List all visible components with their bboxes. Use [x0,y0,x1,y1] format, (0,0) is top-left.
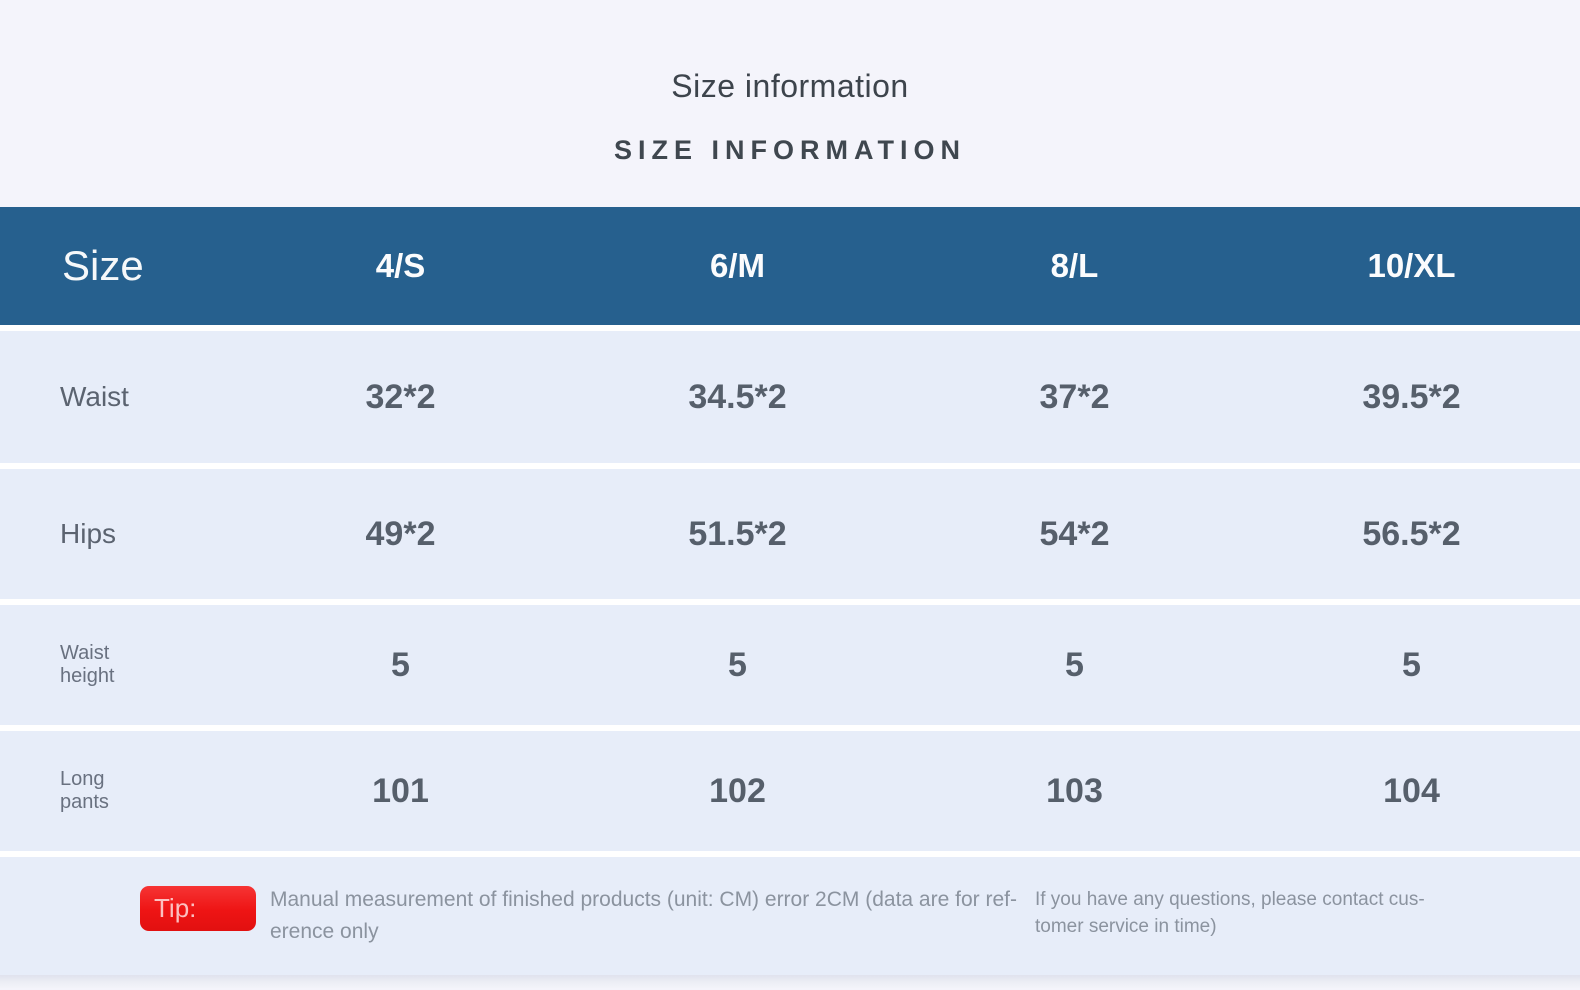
cell-long-pants-4s: 101 [372,771,429,810]
column-header-6m: 6/M [709,247,765,284]
title-block: Size information SIZE INFORMATION [0,0,1580,207]
cell-hips-4s: 49*2 [365,514,436,553]
row-label-hips: Hips [60,518,117,549]
cell-hips-6m: 51.5*2 [688,514,787,553]
row-label-long-pants: Long pants [60,768,109,813]
cell-waist-height-8l: 5 [1065,645,1084,684]
table-row-hips: Hips 49*2 51.5*2 54*2 56.5*2 [0,469,1580,599]
table-header-row: Size 4/S 6/M 8/L 10/XL [0,207,1580,325]
cell-hips-10xl: 56.5*2 [1362,514,1461,553]
page-subtitle: SIZE INFORMATION [614,135,966,165]
cell-waist-4s: 32*2 [365,377,436,416]
tip-note: If you have any questions, please contac… [1034,889,1425,937]
column-header-size: Size [62,242,144,289]
page-title: Size information [671,68,909,104]
size-table: Size 4/S 6/M 8/L 10/XL Waist 32*2 34.5*2… [0,207,1580,975]
tip-row: Tip: Manual measurement of finished prod… [0,857,1580,975]
table-row-waist-height: Waist height 5 5 5 5 [0,605,1580,725]
cell-waist-10xl: 39.5*2 [1362,377,1461,416]
tip-text: Manual measurement of finished products … [270,888,1017,943]
column-header-4s: 4/S [375,247,426,284]
column-header-8l: 8/L [1050,247,1099,284]
cell-waist-height-6m: 5 [728,645,747,684]
cell-waist-6m: 34.5*2 [688,377,787,416]
cell-hips-8l: 54*2 [1039,514,1110,553]
cell-waist-height-4s: 5 [391,645,410,684]
row-label-waist: Waist [60,381,129,412]
bottom-divider [0,975,1580,988]
tip-badge: Tip: [140,886,256,931]
cell-long-pants-10xl: 104 [1383,771,1440,810]
row-label-waist-height: Waist height [60,642,115,687]
column-header-10xl: 10/XL [1367,247,1456,284]
cell-waist-height-10xl: 5 [1402,645,1421,684]
cell-waist-8l: 37*2 [1039,377,1110,416]
table-row-waist: Waist 32*2 34.5*2 37*2 39.5*2 [0,331,1580,463]
table-row-long-pants: Long pants 101 102 103 104 [0,731,1580,851]
cell-long-pants-8l: 103 [1046,771,1103,810]
cell-long-pants-6m: 102 [709,771,766,810]
